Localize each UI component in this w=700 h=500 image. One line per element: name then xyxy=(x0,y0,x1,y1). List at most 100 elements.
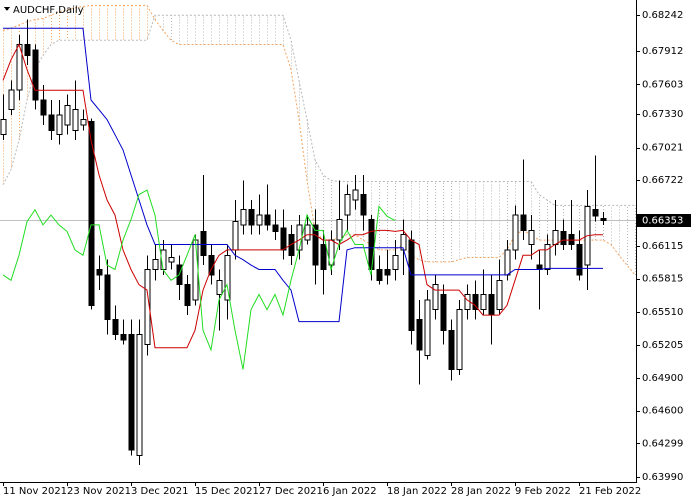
y-tick-label: 0.64299 xyxy=(642,438,683,449)
axis-layer: 0.68242 0.67912 0.67603 0.67330 0.67021 0.667… xyxy=(3,10,691,497)
candle-body xyxy=(184,284,191,306)
x-tick-label: 21 Feb 2022 xyxy=(579,486,641,497)
candle-body xyxy=(528,229,535,245)
last-price-label: 0.66353 xyxy=(642,216,683,227)
candle-body xyxy=(592,209,599,217)
x-tick-label: 15 Dec 2021 xyxy=(195,486,259,497)
chart-title: AUDCHF,Daily xyxy=(13,5,84,16)
candle-body xyxy=(320,243,327,270)
candle-body xyxy=(336,218,343,241)
x-tick-label: 6 Jan 2022 xyxy=(323,486,377,497)
candle-body xyxy=(192,239,199,301)
candle-body xyxy=(552,229,559,245)
candle-body xyxy=(448,329,455,370)
x-tick-label: 27 Dec 2021 xyxy=(259,486,323,497)
candle-body xyxy=(600,217,607,222)
y-tick-label: 0.66722 xyxy=(642,175,683,186)
lines-layer xyxy=(2,27,603,370)
candle-body xyxy=(512,214,519,251)
y-tick-label: 0.67021 xyxy=(642,143,683,154)
candle-body xyxy=(168,257,175,263)
candle-body xyxy=(392,254,399,270)
candle-body xyxy=(424,299,431,356)
y-tick-label: 0.68242 xyxy=(642,10,683,21)
y-tick-label: 0.64600 xyxy=(642,406,683,417)
candle-body xyxy=(144,268,151,345)
candle-body xyxy=(104,274,111,320)
cloud-edge xyxy=(2,14,635,206)
candle-body xyxy=(344,193,351,216)
candle-body xyxy=(200,230,207,256)
y-tick-label: 0.67912 xyxy=(642,46,683,57)
y-tick-label: 0.65205 xyxy=(642,340,683,351)
candle-body xyxy=(0,119,7,136)
y-tick-label: 0.63990 xyxy=(642,472,683,483)
candle-body xyxy=(544,243,551,270)
y-tick-label: 0.65815 xyxy=(642,274,683,285)
y-tick-label: 0.67603 xyxy=(642,79,683,90)
candle-body xyxy=(72,109,79,131)
candle-body xyxy=(280,227,287,251)
candle-body xyxy=(464,293,471,311)
candle-body xyxy=(376,268,383,281)
candle-body xyxy=(488,293,495,316)
y-tick-label: 0.64900 xyxy=(642,373,683,384)
indicator-line xyxy=(2,189,396,370)
candle-body xyxy=(304,224,311,241)
candle-body xyxy=(152,259,159,270)
candle-body xyxy=(288,234,295,256)
candle-body xyxy=(272,224,279,232)
x-tick-label: 3 Dec 2021 xyxy=(131,486,189,497)
candle-body xyxy=(368,218,375,270)
candle-body xyxy=(568,234,575,245)
candle-body xyxy=(88,121,95,306)
last-price-box xyxy=(637,214,691,227)
candle-body xyxy=(408,239,415,331)
x-tick-label: 23 Nov 2021 xyxy=(67,486,131,497)
candle-body xyxy=(456,309,463,370)
x-tick-label: 28 Jan 2022 xyxy=(451,486,511,497)
candle-body xyxy=(96,268,103,276)
candle-body xyxy=(80,119,87,126)
candle-body xyxy=(416,318,423,351)
x-tick-label: 9 Feb 2022 xyxy=(515,486,571,497)
indicator-line xyxy=(3,27,603,323)
candle-body xyxy=(256,214,263,226)
candle-body xyxy=(120,334,127,341)
candle-body xyxy=(496,279,503,311)
candle-body xyxy=(136,334,143,456)
candle-body xyxy=(576,243,583,276)
candle-body xyxy=(224,254,231,301)
candle-body xyxy=(32,49,39,101)
candle-body xyxy=(264,214,271,226)
candle-body xyxy=(472,293,479,311)
x-tick-label: 11 Nov 2021 xyxy=(3,486,67,497)
candle-body xyxy=(248,209,255,226)
candle-body xyxy=(216,279,223,295)
candle-body xyxy=(40,99,47,116)
candle-body xyxy=(232,221,239,251)
y-tick-label: 0.65510 xyxy=(642,307,683,318)
x-tick-label: 18 Jan 2022 xyxy=(387,486,447,497)
candle-body xyxy=(520,214,527,231)
candle-body xyxy=(312,224,319,266)
y-tick-label: 0.67330 xyxy=(642,109,683,120)
candle-body xyxy=(112,318,119,336)
candle-body xyxy=(560,230,567,245)
candle-body xyxy=(352,189,359,201)
candle-body xyxy=(48,114,55,131)
candle-body xyxy=(64,104,71,126)
y-tick-label: 0.66115 xyxy=(642,241,683,252)
candles-layer xyxy=(0,19,636,466)
candle-body xyxy=(240,209,247,226)
candle-body xyxy=(440,293,447,331)
candle-body xyxy=(56,114,63,136)
indicator-line xyxy=(2,43,603,349)
candle-body xyxy=(432,284,439,311)
candle-body xyxy=(24,44,31,56)
candle-body xyxy=(360,193,367,216)
title-icon xyxy=(4,7,10,11)
candle-body xyxy=(480,293,487,311)
candle-body xyxy=(504,249,511,276)
